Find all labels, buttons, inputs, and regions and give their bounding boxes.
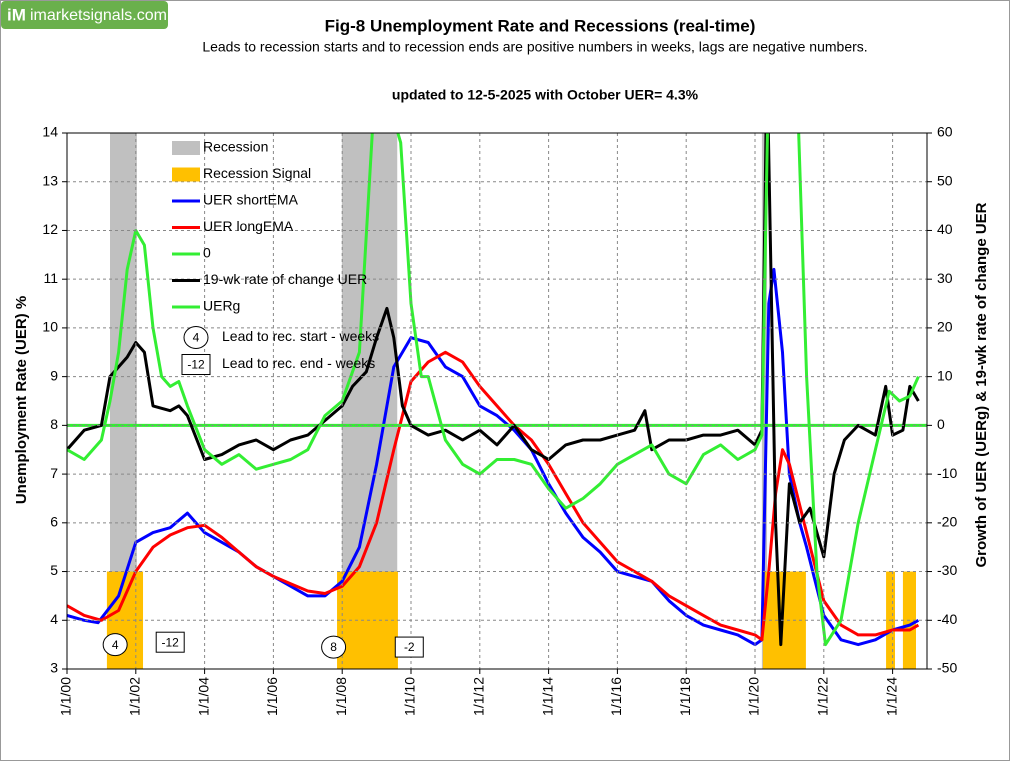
series-line bbox=[67, 350, 920, 642]
logo-icon: iM bbox=[7, 5, 26, 24]
y2-tick-label: 40 bbox=[937, 221, 953, 237]
chart-title: Fig-8 Unemployment Rate and Recessions (… bbox=[325, 16, 756, 35]
y-tick-label: 4 bbox=[50, 611, 58, 627]
legend-swatch bbox=[172, 141, 200, 155]
band bbox=[761, 133, 768, 669]
y-tick-label: 10 bbox=[42, 319, 58, 335]
legend-label: 0 bbox=[203, 245, 211, 261]
y-tick-label: 12 bbox=[42, 221, 58, 237]
series-line bbox=[67, 133, 920, 647]
series-line bbox=[67, 133, 920, 647]
y2-tick-label: -30 bbox=[937, 562, 957, 578]
legend-swatch bbox=[172, 167, 200, 182]
y2-tick-label: -20 bbox=[937, 514, 957, 530]
y2-tick-label: 10 bbox=[937, 367, 953, 383]
annotation: -2 bbox=[404, 640, 415, 654]
annotation: 8 bbox=[330, 640, 337, 654]
x-tick-label: 1/1/06 bbox=[264, 677, 280, 716]
legend-sample: -12 bbox=[187, 358, 205, 372]
annotation-shape bbox=[394, 636, 424, 658]
y-tick-label: 5 bbox=[50, 562, 58, 578]
y2-tick-label: 60 bbox=[937, 124, 953, 140]
y2-tick-label: -40 bbox=[937, 611, 957, 627]
y2-axis-title: Growth of UER (UERg) & 19-wk rate of cha… bbox=[973, 202, 990, 567]
y-tick-label: 7 bbox=[50, 465, 58, 481]
y2-tick-label: 20 bbox=[937, 319, 953, 335]
annotation: -12 bbox=[162, 635, 180, 649]
legend-label: UER shortEMA bbox=[203, 192, 299, 208]
y-tick-label: 8 bbox=[50, 416, 58, 432]
annotation-shape bbox=[102, 633, 128, 657]
legend-sample-shape bbox=[181, 354, 211, 375]
x-tick-label: 1/1/04 bbox=[195, 677, 211, 716]
plot-border bbox=[66, 132, 928, 670]
y2-tick-label: -10 bbox=[937, 465, 957, 481]
y2-tick-label: 30 bbox=[937, 270, 953, 286]
annotation: 4 bbox=[112, 638, 119, 652]
x-tick-label: 1/1/08 bbox=[333, 677, 349, 716]
y-tick-label: 11 bbox=[43, 270, 58, 286]
x-tick-label: 1/1/14 bbox=[539, 677, 555, 716]
y-tick-label: 6 bbox=[50, 514, 58, 530]
x-tick-label: 1/1/12 bbox=[471, 677, 487, 716]
x-tick-label: 1/1/24 bbox=[883, 677, 899, 716]
legend-label: Lead to rec. end - weeks bbox=[222, 355, 375, 371]
x-tick-label: 1/1/16 bbox=[608, 677, 624, 716]
legend-label: Recession bbox=[203, 139, 268, 155]
y-tick-label: 9 bbox=[50, 367, 58, 383]
y-tick-label: 13 bbox=[42, 172, 58, 188]
annotation-shape bbox=[155, 631, 185, 653]
x-tick-label: 1/1/18 bbox=[677, 677, 693, 716]
y2-tick-label: 50 bbox=[937, 172, 953, 188]
legend-label: Lead to rec. start - weeks bbox=[222, 328, 379, 344]
legend-label: UER longEMA bbox=[203, 218, 294, 234]
x-tick-label: 1/1/22 bbox=[815, 677, 831, 716]
chart-subtitle: Leads to recession starts and to recessi… bbox=[202, 39, 867, 55]
legend-label: 19-wk rate of change UER bbox=[203, 271, 367, 287]
y2-tick-label: -50 bbox=[937, 660, 957, 676]
legend-sample: 4 bbox=[193, 331, 200, 345]
x-tick-label: 1/1/00 bbox=[58, 677, 74, 716]
logo-text: imarketsignals.com bbox=[30, 7, 167, 24]
x-tick-label: 1/1/20 bbox=[746, 677, 762, 716]
y-axis-title: Unemployment Rate (UER) % bbox=[13, 296, 30, 504]
x-tick-label: 1/1/02 bbox=[127, 677, 143, 716]
legend-label: Recession Signal bbox=[203, 165, 311, 181]
logo-box bbox=[1, 1, 168, 29]
legend-sample-shape bbox=[183, 326, 209, 349]
x-tick-label: 1/1/10 bbox=[402, 677, 418, 716]
annotation-shape bbox=[321, 635, 347, 659]
y-tick-label: 14 bbox=[42, 124, 58, 140]
y-tick-label: 3 bbox=[50, 660, 58, 676]
chart-note: updated to 12-5-2025 with October UER= 4… bbox=[392, 87, 699, 103]
y2-tick-label: 0 bbox=[937, 416, 945, 432]
legend-label: UERg bbox=[203, 298, 240, 314]
